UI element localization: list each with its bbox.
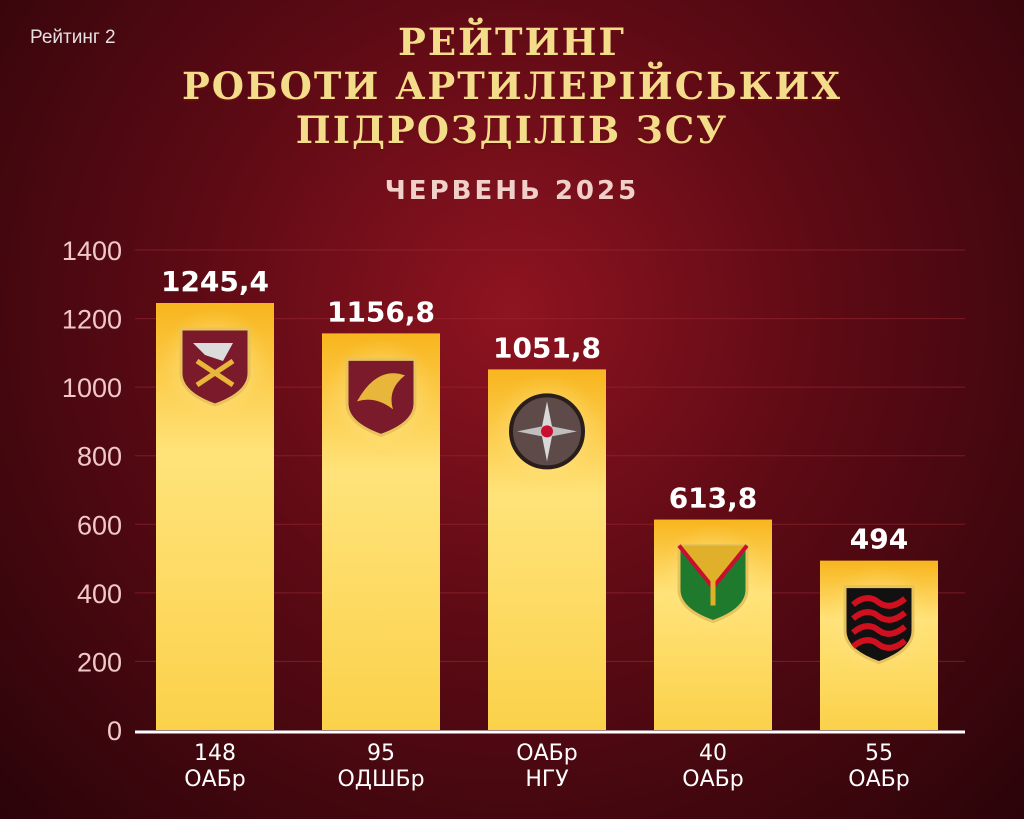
- x-tick-label: 40: [699, 741, 727, 766]
- x-tick-label: 148: [194, 741, 236, 766]
- y-tick-label: 200: [77, 647, 122, 677]
- chart-subtitle: ЧЕРВЕНЬ 2025: [384, 176, 640, 206]
- title-line-1: Рейтинг: [398, 20, 626, 64]
- y-tick-label: 1200: [62, 305, 122, 335]
- 55-oabr-emblem-icon: [843, 585, 915, 665]
- x-tick-label: ОАБр: [682, 767, 743, 792]
- chart-title: Рейтинг роботи артилерійських підрозділі…: [0, 20, 1024, 152]
- data-label: 494: [850, 523, 908, 556]
- y-tick-label: 0: [107, 716, 122, 746]
- y-tick-label: 400: [77, 579, 122, 609]
- y-tick-label: 1000: [62, 373, 122, 403]
- y-axis-ticks: 0 200 400 600 800 1000 1200 1400: [62, 236, 122, 746]
- 95-odshbr-emblem-icon: [345, 357, 417, 437]
- 40-oabr-emblem-icon: [677, 544, 749, 624]
- x-tick-label: 55: [865, 741, 893, 766]
- data-label: 613,8: [669, 482, 758, 515]
- y-tick-label: 1400: [62, 236, 122, 266]
- x-tick-label: ОДШБр: [337, 767, 424, 792]
- data-label: 1245,4: [161, 265, 269, 298]
- y-tick-label: 800: [77, 442, 122, 472]
- title-line-3: підрозділів ЗСУ: [295, 108, 729, 152]
- x-tick-label: ОАБр: [848, 767, 909, 792]
- corner-label: Рейтинг 2: [30, 27, 116, 48]
- bars: 1245,4 1156,8 1051,8 613,8 494: [156, 265, 938, 730]
- x-tick-label: ОАБр: [516, 741, 577, 766]
- 148-oabr-emblem-icon: [179, 327, 251, 407]
- x-tick-label: ОАБр: [184, 767, 245, 792]
- oabr-ngu-emblem-icon: [509, 393, 585, 470]
- x-tick-label: 95: [367, 741, 395, 766]
- title-line-2: роботи артилерійських: [181, 64, 843, 108]
- data-label: 1051,8: [493, 331, 601, 364]
- x-tick-label: НГУ: [525, 767, 569, 792]
- data-label: 1156,8: [327, 295, 435, 328]
- y-tick-label: 600: [77, 510, 122, 540]
